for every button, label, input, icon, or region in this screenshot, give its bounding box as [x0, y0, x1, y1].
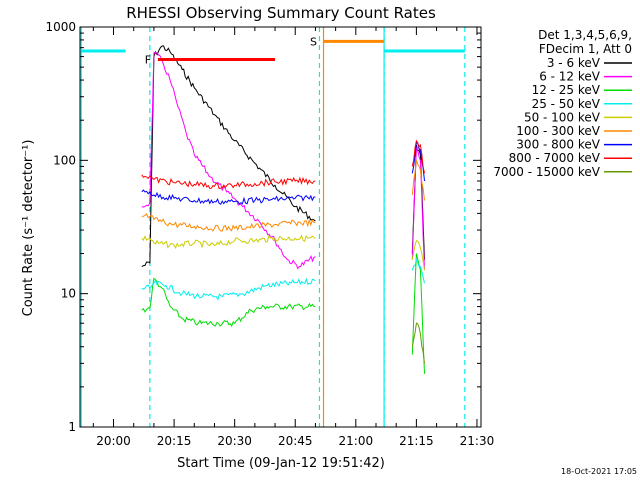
- annotation-label: F: [145, 54, 151, 67]
- series-line: [141, 51, 316, 270]
- legend-label: 50 - 100 keV: [524, 110, 601, 124]
- legend-header-2: FDecim 1, Att 0: [539, 42, 632, 56]
- axes: 20:00 20:15 20:30 20:45 21:00 21:15 21:30 1 10 10…: [45, 20, 494, 448]
- plot-frame: [79, 26, 482, 428]
- legend-label: 12 - 25 keV: [532, 83, 601, 97]
- x-tick-label: 20:15: [157, 434, 192, 448]
- x-tick-label: 20:00: [96, 434, 131, 448]
- series-line: [411, 322, 425, 364]
- y-tick-label: 1: [68, 420, 76, 434]
- legend-label: 7000 - 15000 keV: [493, 165, 600, 179]
- annotations: FS: [81, 35, 465, 67]
- series-line: [411, 160, 425, 201]
- series-line: [141, 277, 316, 328]
- y-tick-label: 10: [61, 287, 76, 301]
- series-line: [141, 277, 316, 301]
- legend-label: 300 - 800 keV: [516, 138, 600, 152]
- x-tick-label: 21:15: [399, 434, 434, 448]
- legend-label: 6 - 12 keV: [539, 70, 601, 84]
- plot-area: [80, 27, 466, 427]
- legend-label: 25 - 50 keV: [532, 97, 601, 111]
- x-tick-label: 20:45: [278, 434, 313, 448]
- legend-label: 100 - 300 keV: [516, 124, 600, 138]
- series-line: [411, 145, 425, 271]
- legend-header-1: Det 1,3,4,5,6,9,: [538, 28, 632, 42]
- x-tick-label: 20:30: [217, 434, 252, 448]
- series-line: [141, 45, 316, 267]
- chart-title: RHESSI Observing Summary Count Rates: [126, 4, 436, 22]
- x-tick-label: 21:00: [339, 434, 374, 448]
- legend-label: 3 - 6 keV: [547, 56, 601, 70]
- legend-label: 800 - 7000 keV: [509, 151, 601, 165]
- legend: Det 1,3,4,5,6,9, FDecim 1, Att 0 3 - 6 k…: [493, 28, 632, 179]
- footer-date: 18-Oct-2021 17:05: [561, 467, 637, 476]
- series-line: [141, 174, 316, 190]
- y-tick-label: 100: [53, 153, 76, 167]
- series-line: [141, 234, 316, 250]
- series-line: [411, 139, 425, 174]
- series-line: [411, 253, 425, 374]
- x-axis-label: Start Time (09-Jan-12 19:51:42): [177, 456, 385, 471]
- x-tick-label: 21:30: [460, 434, 495, 448]
- series-line: [141, 213, 316, 232]
- series-line: [411, 239, 425, 271]
- series-line: [141, 189, 316, 205]
- y-tick-label: 1000: [45, 20, 76, 34]
- y-axis-label: Count Rate (s⁻¹ detector⁻¹): [21, 140, 36, 317]
- series-line: [411, 257, 425, 284]
- annotation-label: S: [310, 35, 317, 48]
